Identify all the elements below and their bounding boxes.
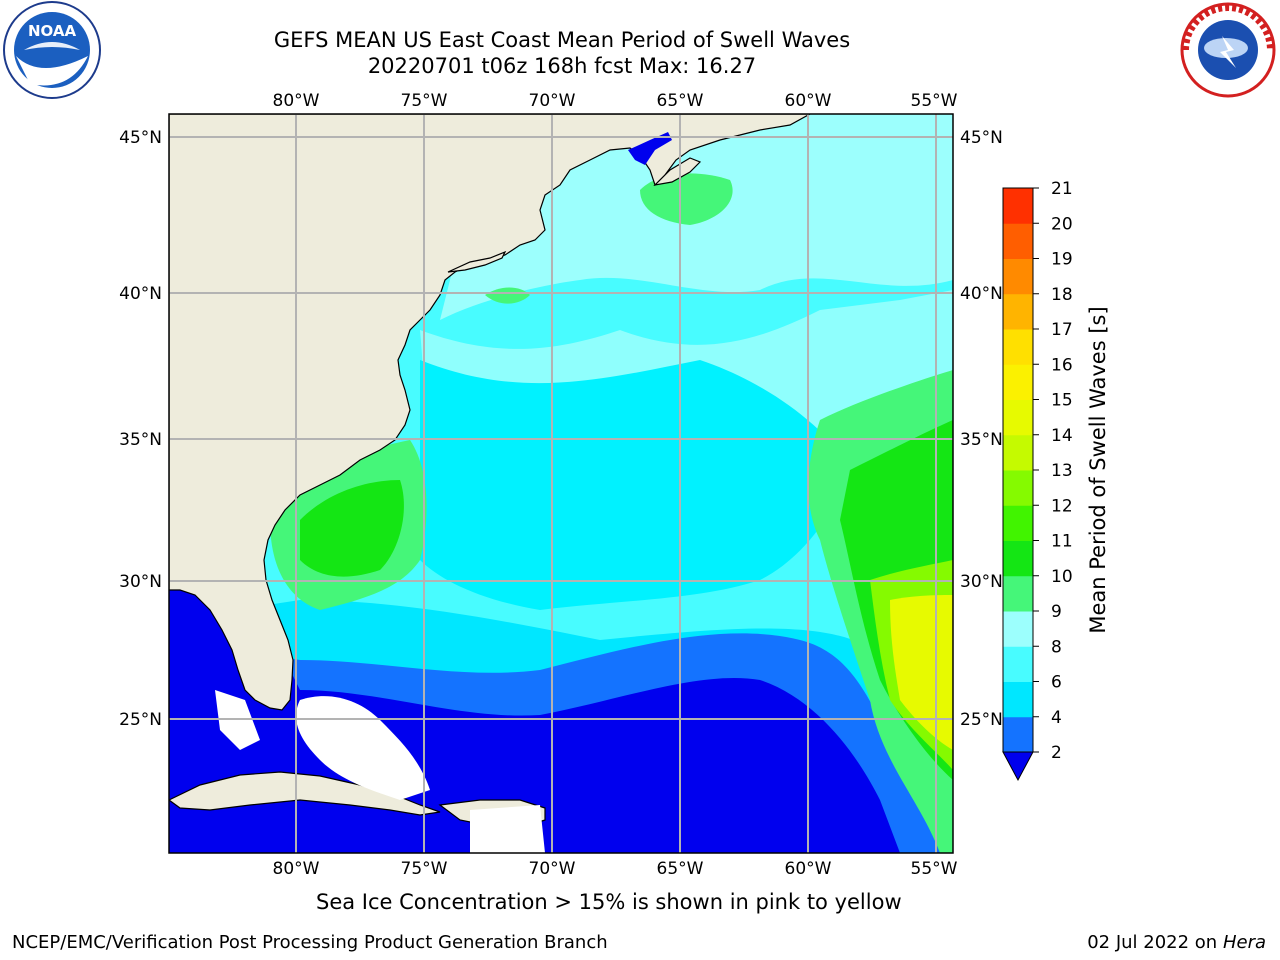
lon-labels-top: 80°W 75°W 70°W 65°W 60°W 55°W [273,91,958,111]
lon-label: 65°W [657,859,704,879]
colorbar-tick-label: 17 [1051,320,1073,340]
colorbar-tick-label: 14 [1051,426,1073,446]
lon-label: 75°W [401,859,448,879]
colorbar-tick-label: 20 [1051,214,1073,234]
noaa-logo-icon: NOAA [3,1,101,99]
colorbar-tick-label: 9 [1051,602,1062,622]
colorbar-tick-label: 6 [1051,673,1062,693]
lon-label: 70°W [529,859,576,879]
nws-logo-icon [1180,2,1276,98]
colorbar-segment [1003,329,1033,365]
map-gridlines [169,114,953,853]
colorbar: 2 4 6 8 9 10 11 12 13 14 15 16 17 18 19 20 21 [1002,179,1073,782]
map-area [169,114,953,853]
green-patch-north-2 [485,287,530,304]
colorbar-segment [1003,258,1033,295]
lat-label: 40°N [119,284,162,304]
colorbar-segment [1003,434,1033,471]
lat-label: 30°N [960,572,1003,592]
colorbar-tick-label: 12 [1051,496,1073,516]
colorbar-tick-label: 8 [1051,637,1062,657]
masked-area-bahamas [296,696,430,800]
colorbar-tick-label: 18 [1051,285,1073,305]
footer-credit: NCEP/EMC/Verification Post Processing Pr… [12,932,608,953]
colorbar-segment [1003,188,1033,224]
footer-machine: Hera [1222,932,1266,953]
colorbar-segment [1003,575,1033,612]
colorbar-label: Mean Period of Swell Waves [s] [1086,306,1110,633]
colorbar-tick-label: 11 [1051,532,1073,552]
lon-label: 75°W [401,91,448,111]
lat-labels-right: 45°N 40°N 35°N 30°N 25°N [960,128,1003,730]
lat-labels-left: 45°N 40°N 35°N 30°N 25°N [119,128,162,730]
map-frame [168,113,954,854]
lat-label: 35°N [960,430,1003,450]
colorbar-segment [1003,223,1033,259]
lat-label: 40°N [960,284,1003,304]
lat-label: 35°N [119,430,162,450]
colorbar-tick-label: 13 [1051,461,1073,481]
chart-subtitle: 20220701 t06z 168h fcst Max: 16.27 [367,54,757,78]
colorbar-tick-label: 10 [1051,567,1073,587]
colorbar-segment [1003,293,1033,330]
cyan-zone-central [420,360,853,610]
colorbar-tick-label: 15 [1051,391,1073,411]
lon-label: 80°W [273,859,320,879]
colorbar-segment [1003,540,1033,577]
footer-date: 02 Jul 2022 on Hera [1087,932,1266,953]
lon-label: 65°W [657,91,704,111]
colorbar-segment [1003,681,1033,718]
colorbar-tick-label: 4 [1051,708,1062,728]
svg-text:NOAA: NOAA [28,22,77,40]
masked-area-caribbean [470,805,545,853]
colorbar-tick-label: 2 [1051,743,1062,763]
bay-of-fundy-blue [628,132,672,165]
colorbar-segment [1003,505,1033,541]
lon-label: 70°W [529,91,576,111]
land-long-island [447,250,507,273]
green-core-carolina [300,480,404,577]
colorbar-segment [1003,470,1033,506]
yellow-core-east [890,595,953,750]
land-nova-scotia [653,157,702,186]
lon-label: 55°W [911,859,958,879]
sea-ice-note: Sea Ice Concentration > 15% is shown in … [316,890,902,914]
colorbar-tick-label: 19 [1051,250,1073,270]
lat-label: 25°N [960,710,1003,730]
lat-label: 30°N [119,572,162,592]
colorbar-tick-label: 16 [1051,355,1073,375]
land-cuba [169,771,441,816]
lat-label: 45°N [119,128,162,148]
colorbar-segment [1003,611,1033,647]
lat-label: 25°N [119,710,162,730]
lon-label: 60°W [785,859,832,879]
chart-title: GEFS MEAN US East Coast Mean Period of S… [273,28,851,52]
lon-labels-bottom: 80°W 75°W 70°W 65°W 60°W 55°W [273,859,958,879]
colorbar-segment [1003,716,1033,753]
lon-label: 80°W [273,91,320,111]
lat-label: 45°N [960,128,1003,148]
colorbar-under-arrow [1002,751,1034,782]
colorbar-segment [1003,364,1033,400]
colorbar-tick-label: 21 [1051,179,1073,199]
colorbar-segment [1003,646,1033,682]
footer-date-text: 02 Jul 2022 on [1087,932,1223,953]
lon-label: 55°W [911,91,958,111]
colorbar-segment [1003,399,1033,436]
lon-label: 60°W [785,91,832,111]
green-patch-north-1 [640,173,733,225]
